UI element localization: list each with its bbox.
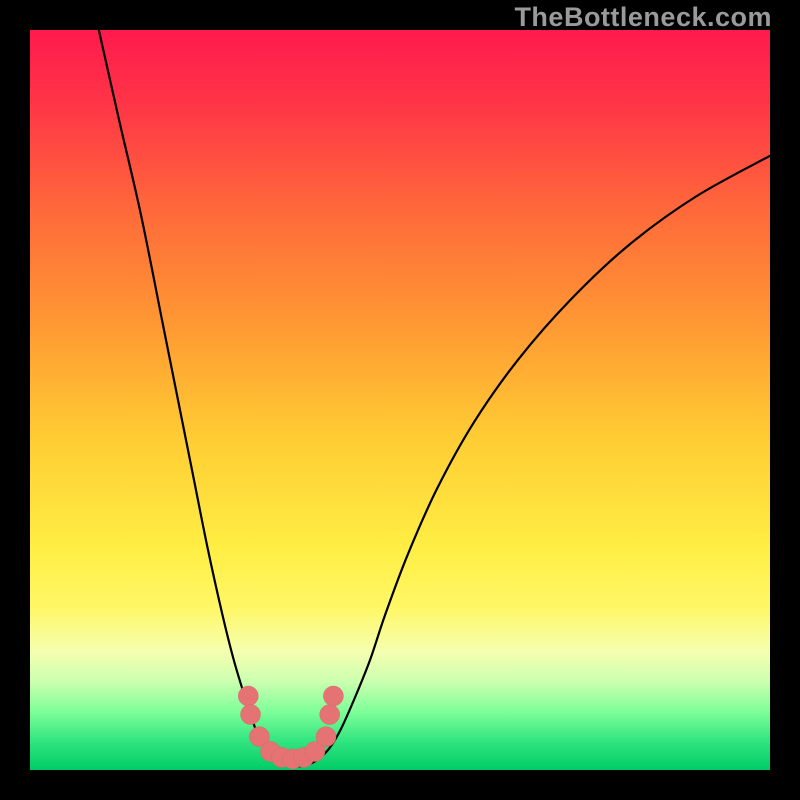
marker-dot	[316, 727, 336, 747]
bottleneck-chart	[0, 0, 800, 800]
marker-dot	[238, 686, 258, 706]
marker-dot	[241, 705, 261, 725]
marker-dot	[320, 705, 340, 725]
watermark-text: TheBottleneck.com	[514, 2, 772, 33]
marker-dot	[323, 686, 343, 706]
gradient-plot-area	[30, 30, 770, 770]
